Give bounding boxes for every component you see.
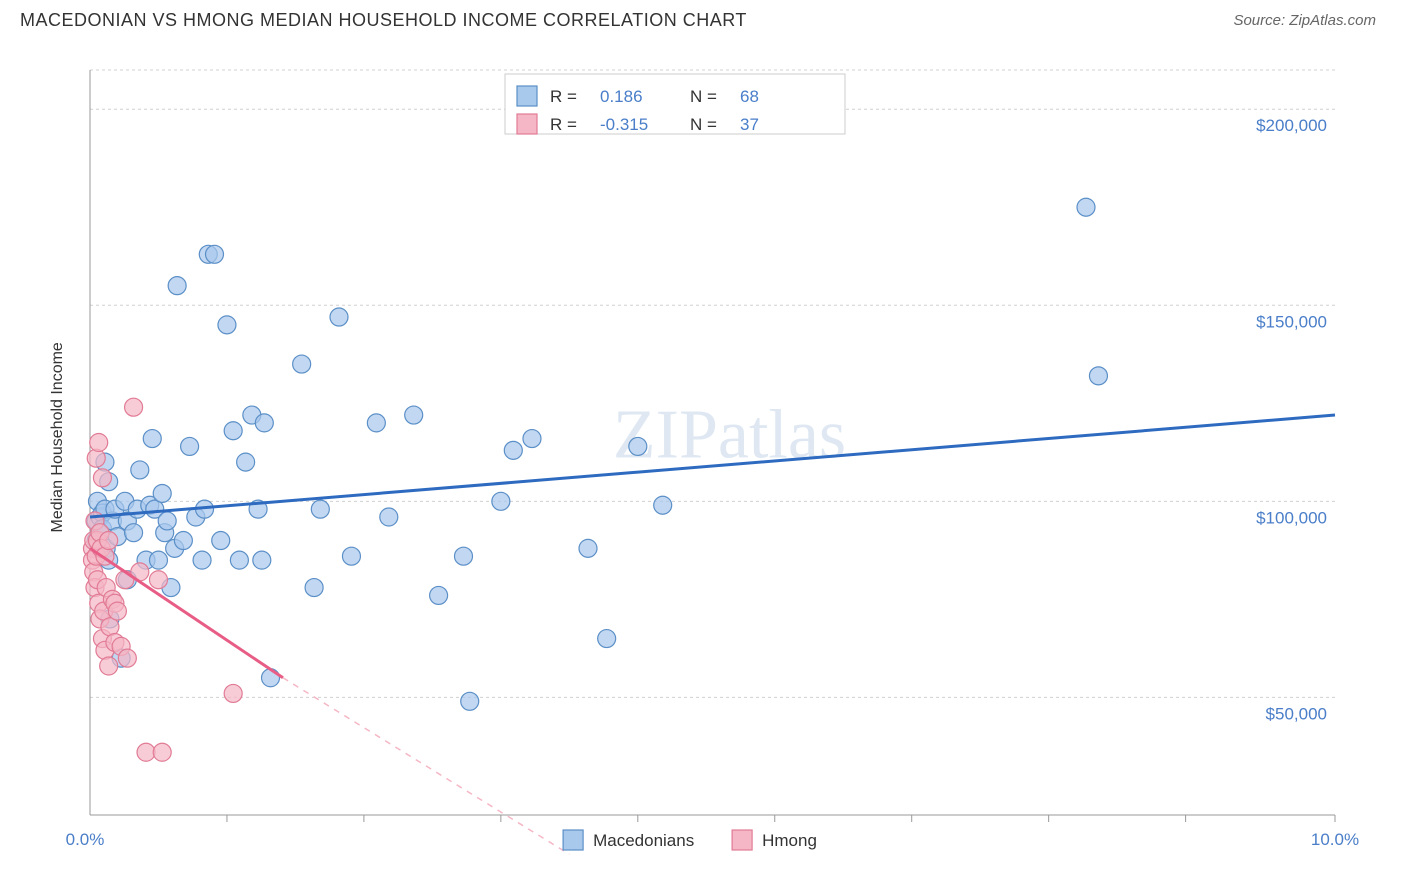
y-axis-title: Median Household Income xyxy=(50,342,66,532)
data-point xyxy=(293,355,311,373)
legend-r-label: R = xyxy=(550,87,577,106)
data-point xyxy=(504,441,522,459)
data-point xyxy=(255,414,273,432)
data-point xyxy=(629,437,647,455)
data-point xyxy=(93,469,111,487)
data-point xyxy=(153,743,171,761)
y-tick-label: $50,000 xyxy=(1266,704,1327,723)
data-point xyxy=(137,743,155,761)
data-point xyxy=(108,602,126,620)
data-point xyxy=(461,692,479,710)
data-point xyxy=(405,406,423,424)
data-point xyxy=(206,245,224,263)
data-point xyxy=(224,684,242,702)
data-point xyxy=(125,398,143,416)
legend-n-value: 37 xyxy=(740,115,759,134)
source-attribution: Source: ZipAtlas.com xyxy=(1233,12,1376,29)
data-point xyxy=(125,524,143,542)
y-tick-label: $100,000 xyxy=(1256,508,1327,527)
data-point xyxy=(168,277,186,295)
data-point xyxy=(153,484,171,502)
legend-swatch xyxy=(517,86,537,106)
data-point xyxy=(224,422,242,440)
data-point xyxy=(181,437,199,455)
data-point xyxy=(654,496,672,514)
watermark: ZIPatlas xyxy=(613,396,846,473)
chart-title: MACEDONIAN VS HMONG MEDIAN HOUSEHOLD INC… xyxy=(20,10,747,31)
data-point xyxy=(579,539,597,557)
data-point xyxy=(230,551,248,569)
data-point xyxy=(218,316,236,334)
legend-r-value: 0.186 xyxy=(600,87,643,106)
x-min-label: 0.0% xyxy=(66,830,105,849)
data-point xyxy=(174,532,192,550)
data-point xyxy=(118,649,136,667)
data-point xyxy=(492,492,510,510)
data-point xyxy=(330,308,348,326)
data-point xyxy=(131,461,149,479)
data-point xyxy=(367,414,385,432)
data-point xyxy=(1089,367,1107,385)
legend-swatch xyxy=(732,830,752,850)
legend-swatch xyxy=(517,114,537,134)
data-point xyxy=(523,430,541,448)
data-point xyxy=(253,551,271,569)
data-point xyxy=(262,669,280,687)
data-point xyxy=(158,512,176,530)
data-point xyxy=(143,430,161,448)
x-max-label: 10.0% xyxy=(1311,830,1359,849)
data-point xyxy=(455,547,473,565)
data-point xyxy=(311,500,329,518)
legend-r-value: -0.315 xyxy=(600,115,648,134)
data-point xyxy=(149,571,167,589)
data-point xyxy=(149,551,167,569)
y-tick-label: $150,000 xyxy=(1256,312,1327,331)
legend-label: Macedonians xyxy=(593,831,694,850)
trendline-hmong-extrapolated xyxy=(283,678,569,854)
y-tick-label: $200,000 xyxy=(1256,116,1327,135)
data-point xyxy=(100,657,118,675)
legend-label: Hmong xyxy=(762,831,817,850)
data-point xyxy=(598,630,616,648)
data-point xyxy=(430,586,448,604)
legend-r-label: R = xyxy=(550,115,577,134)
data-point xyxy=(342,547,360,565)
legend-n-label: N = xyxy=(690,115,717,134)
data-point xyxy=(87,449,105,467)
legend-n-value: 68 xyxy=(740,87,759,106)
data-point xyxy=(193,551,211,569)
legend-swatch xyxy=(563,830,583,850)
data-point xyxy=(1077,198,1095,216)
data-point xyxy=(100,532,118,550)
data-point xyxy=(212,532,230,550)
data-point xyxy=(237,453,255,471)
data-point xyxy=(90,434,108,452)
data-point xyxy=(380,508,398,526)
legend-n-label: N = xyxy=(690,87,717,106)
scatter-chart: $50,000$100,000$150,000$200,0000.0%10.0%… xyxy=(50,50,1380,840)
data-point xyxy=(305,579,323,597)
